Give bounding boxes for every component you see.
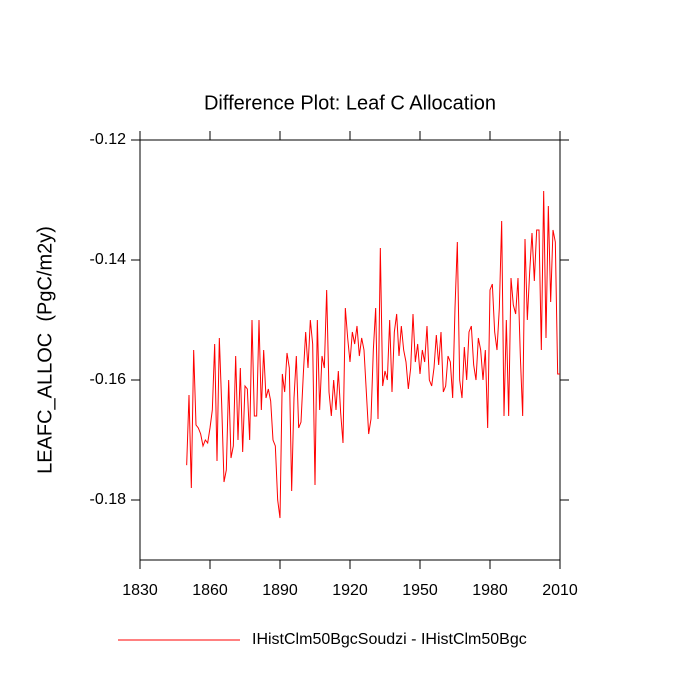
x-tick-label: 1980 xyxy=(472,582,508,599)
x-tick-label: 1920 xyxy=(332,582,368,599)
chart-title: Difference Plot: Leaf C Allocation xyxy=(204,92,496,114)
y-tick-label: -0.14 xyxy=(90,251,127,268)
data-line xyxy=(186,190,560,519)
x-tick-label: 1950 xyxy=(402,582,438,599)
y-tick-label: -0.18 xyxy=(90,491,127,508)
x-tick-label: 1860 xyxy=(192,582,228,599)
x-tick-label: 1830 xyxy=(122,582,158,599)
y-axis-label: LEAFC_ALLOC (PgC/m2y) xyxy=(34,226,56,474)
y-tick-label: -0.12 xyxy=(90,131,127,148)
x-tick-label: 1890 xyxy=(262,582,298,599)
y-tick-label: -0.16 xyxy=(90,371,127,388)
x-tick-label: 2010 xyxy=(542,582,578,599)
legend-label: IHistClm50BgcSoudzi - IHistClm50Bgc xyxy=(252,631,527,648)
